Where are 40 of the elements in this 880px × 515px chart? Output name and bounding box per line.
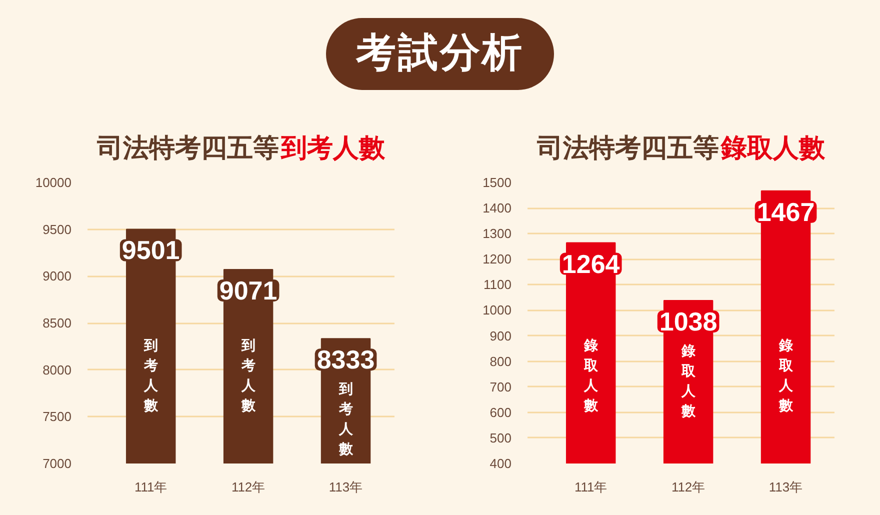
y-tick-label: 9000 (42, 268, 72, 284)
text: 到考人數 (144, 337, 158, 414)
y-tick-label: 7000 (42, 456, 72, 471)
y-tick-label: 9500 (42, 222, 72, 237)
y-tick-label: 7500 (42, 409, 72, 424)
y-tick-label: 1400 (482, 200, 512, 216)
data-label: 9501 (122, 235, 180, 266)
legend-label: 到考人數 (338, 380, 354, 457)
legend-label: 錄取人數 (680, 342, 696, 419)
x-tick-label: 112年 (671, 480, 706, 494)
y-tick-label: 400 (490, 456, 512, 471)
y-tick-label: 1200 (482, 252, 512, 267)
y-tick-label: 1500 (482, 175, 512, 190)
text: 錄取人數 (778, 337, 793, 414)
y-tick-label: 8500 (42, 316, 72, 330)
x-tick-label: 113年 (328, 480, 363, 494)
text: 考試分析 (326, 18, 554, 90)
y-tick-label: 1100 (484, 277, 512, 292)
x-tick-label: 113年 (768, 480, 803, 494)
data-label: 1467 (756, 196, 815, 227)
x-tick-label: 112年 (231, 480, 266, 494)
data-label: 1264 (562, 248, 620, 279)
y-tick-label: 500 (490, 430, 512, 446)
data-label: 9071 (219, 276, 278, 306)
text: 到考人數 (241, 337, 256, 414)
x-tick-label: 111年 (574, 480, 608, 494)
chart-title: 司法特考四五等錄取人數 (536, 132, 826, 162)
y-tick-label: 600 (490, 404, 512, 420)
data-label: 1038 (659, 306, 718, 337)
chart-title: 司法特考四五等到考人數 (96, 132, 386, 162)
data-label: 8333 (316, 344, 375, 375)
y-tick-label: 800 (490, 354, 512, 369)
y-tick-label: 900 (490, 328, 512, 344)
text: 錄取人數 (584, 337, 598, 414)
y-tick-label: 10000 (35, 175, 72, 190)
x-tick-label: 111年 (134, 480, 168, 494)
y-tick-label: 1000 (482, 302, 512, 318)
y-tick-label: 1300 (482, 226, 512, 242)
y-tick-label: 700 (490, 379, 512, 394)
y-tick-label: 8000 (42, 362, 72, 378)
